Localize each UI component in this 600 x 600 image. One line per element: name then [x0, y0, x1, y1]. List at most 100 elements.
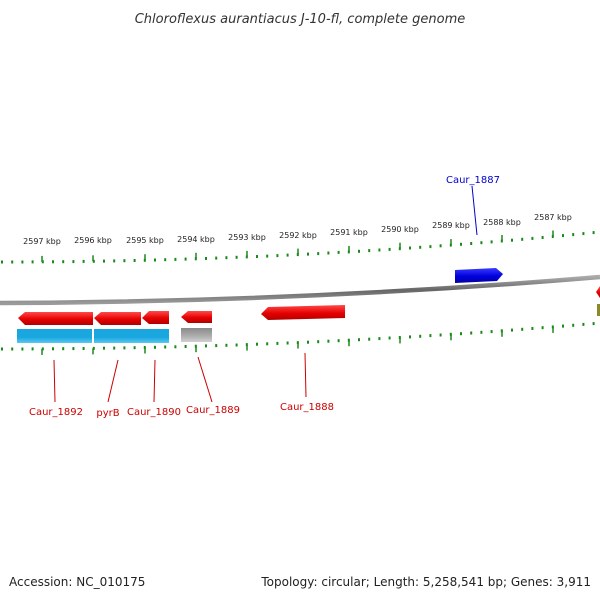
tick-label-2595: 2595 kbp — [126, 236, 164, 245]
genome-backbone — [0, 274, 600, 306]
outer-scale-dot — [490, 240, 493, 244]
outer-scale-dot — [113, 259, 116, 263]
gene-label-caur-1889: Caur_1889 — [186, 405, 240, 416]
outer-tick-scale: 2597 kbp 2596 kbp 2595 kbp 2594 kbp 2593… — [1, 213, 595, 264]
inner-scale-dot — [41, 347, 44, 351]
tick-label-2594: 2594 kbp — [177, 235, 215, 244]
inner-scale-dot — [511, 328, 513, 332]
outer-scale-dot — [531, 236, 534, 240]
inner-scale-dot — [490, 330, 493, 334]
inner-scale-dot — [429, 334, 432, 338]
inner-scale-dot — [174, 345, 177, 349]
outer-scale-dot — [31, 260, 34, 264]
inner-scale-dot — [225, 343, 228, 347]
outer-scale-dot — [317, 252, 320, 256]
inner-scale-dot — [368, 337, 371, 341]
inner-scale-dot — [541, 326, 544, 330]
leader-caur-1889 — [197, 356, 213, 403]
tick-label-2596: 2596 kbp — [74, 236, 112, 245]
inner-scale-dot — [592, 322, 595, 326]
inner-scale-dot — [460, 332, 462, 336]
gene-caur-1889[interactable] — [181, 311, 212, 323]
outer-scale-dot — [429, 245, 432, 249]
outer-scale-dot — [123, 259, 126, 263]
leader-caur-1892 — [53, 359, 56, 403]
inner-scale-dot — [378, 337, 381, 341]
feature-bar-pyrB[interactable] — [94, 329, 169, 343]
inner-scale-dot — [337, 339, 340, 343]
gene-label-caur-1892: Caur_1892 — [29, 407, 83, 418]
outer-scale-dot — [582, 232, 585, 236]
inner-scale-dot — [439, 333, 442, 337]
outer-scale-dot — [592, 231, 595, 235]
feature-bar-grey[interactable] — [181, 328, 212, 342]
gene-caur-1892[interactable] — [18, 312, 93, 325]
tick-label-2587: 2587 kbp — [534, 213, 572, 222]
outer-scale-dot — [276, 254, 279, 258]
gene-partial-right[interactable] — [596, 286, 600, 298]
outer-scale-dot — [286, 253, 289, 257]
outer-scale-dot — [470, 242, 473, 245]
inner-scale-dot — [82, 347, 85, 350]
inner-scale-dot — [388, 336, 391, 340]
tick-label-2590: 2590 kbp — [381, 225, 419, 234]
feature-partial-right — [597, 304, 600, 316]
outer-scale-dot — [133, 259, 136, 262]
gene-caur-1890[interactable] — [142, 311, 169, 324]
leader-caur-1887 — [471, 185, 478, 236]
gene-label-pyrB: pyrB — [96, 408, 119, 419]
tick-label-2589: 2589 kbp — [432, 221, 470, 230]
outer-scale-dot — [82, 259, 85, 263]
inner-scale-dot — [286, 341, 289, 345]
outer-scale-dot — [62, 260, 65, 264]
outer-scale-dot — [572, 233, 575, 237]
outer-scale-dot — [480, 241, 483, 245]
outer-scale-dot — [327, 251, 330, 255]
inner-scale-dot — [123, 346, 126, 350]
outer-scale-dot — [52, 260, 54, 264]
inner-scale-dot — [327, 339, 330, 343]
inner-scale-dot — [307, 340, 309, 344]
inner-scale-dot — [358, 338, 360, 342]
inner-scale-dot — [1, 347, 3, 351]
outer-scale-dot — [225, 256, 228, 260]
leader-caur-1888 — [304, 352, 307, 398]
outer-scale-dot — [164, 258, 167, 262]
outer-scale-dot — [541, 236, 544, 239]
outer-scale-dot — [174, 257, 177, 261]
inner-scale-dot — [572, 323, 575, 327]
outer-scale-dot — [92, 259, 95, 263]
tick-label-2588: 2588 kbp — [483, 218, 521, 227]
gene-pyrB[interactable] — [94, 312, 141, 325]
gene-label-caur-1890: Caur_1890 — [127, 407, 181, 418]
tick-label-2591: 2591 kbp — [330, 228, 368, 237]
gene-label-caur-1888: Caur_1888 — [280, 402, 334, 413]
feature-bar-caur-1892[interactable] — [17, 329, 92, 343]
gene-caur-1888[interactable] — [261, 305, 345, 320]
outer-scale-dot — [521, 237, 524, 241]
inner-scale-dot — [52, 347, 54, 351]
tick-label-2592: 2592 kbp — [279, 231, 317, 240]
outer-scale-dot — [439, 244, 442, 248]
map-title: Chloroflexus aurantiacus J-10-fl, comple… — [135, 12, 466, 27]
outer-scale-dot — [21, 260, 24, 264]
outer-scale-dot — [358, 249, 360, 253]
outer-scale-dot — [235, 255, 238, 259]
inner-tick-scale — [1, 322, 595, 355]
outer-scale-dot — [11, 260, 14, 264]
outer-scale-dot — [266, 254, 269, 258]
inner-scale-dot — [205, 344, 207, 348]
inner-scale-dot — [164, 345, 167, 349]
outer-scale-dot — [103, 259, 105, 263]
inner-scale-dot — [317, 340, 320, 344]
inner-scale-dot — [582, 322, 585, 326]
inner-scale-dot — [133, 346, 136, 350]
inner-scale-dot — [113, 346, 116, 350]
tick-label-2593: 2593 kbp — [228, 233, 266, 242]
inner-scale-dot — [72, 347, 75, 351]
outer-scale-dot — [368, 249, 371, 253]
outer-scale-dot — [337, 250, 340, 254]
gene-caur-1887[interactable] — [455, 268, 503, 283]
genome-summary-text: Topology: circular; Length: 5,258,541 bp… — [260, 575, 591, 589]
